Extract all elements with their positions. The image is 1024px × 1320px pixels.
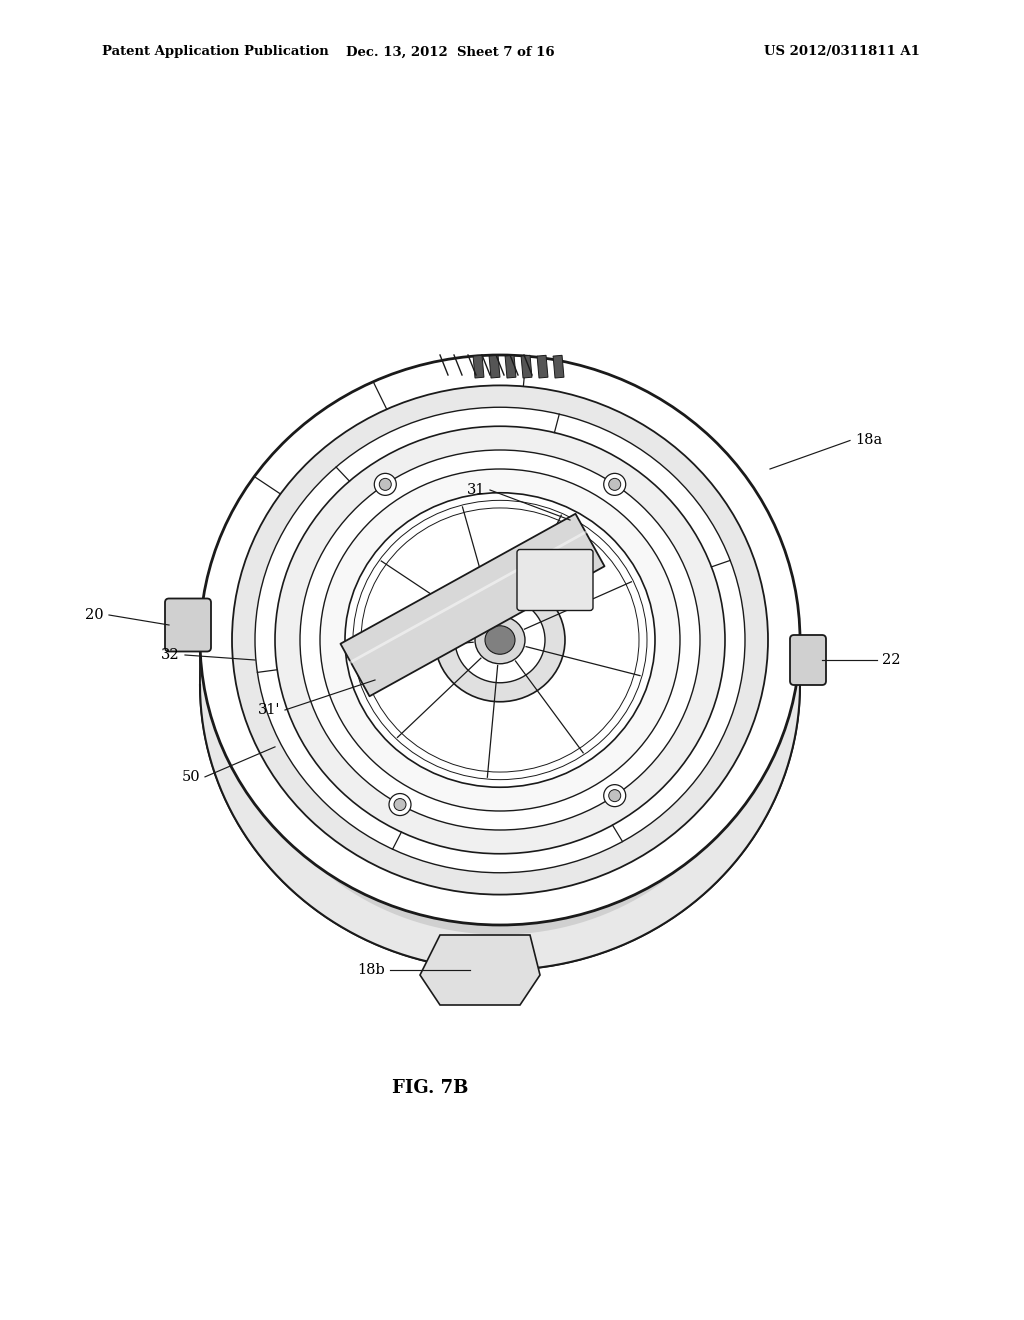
Circle shape	[608, 478, 621, 490]
Circle shape	[604, 784, 626, 807]
FancyBboxPatch shape	[517, 549, 593, 610]
Text: Patent Application Publication: Patent Application Publication	[102, 45, 329, 58]
Ellipse shape	[255, 408, 745, 873]
FancyBboxPatch shape	[790, 635, 826, 685]
Text: FIG. 7B: FIG. 7B	[392, 1078, 468, 1097]
Circle shape	[394, 799, 406, 810]
Text: 50: 50	[181, 770, 200, 784]
Ellipse shape	[200, 355, 800, 925]
Ellipse shape	[475, 616, 525, 664]
Ellipse shape	[300, 450, 700, 830]
Text: 32: 32	[162, 648, 180, 663]
Text: Dec. 13, 2012  Sheet 7 of 16: Dec. 13, 2012 Sheet 7 of 16	[346, 45, 554, 58]
Bar	[521, 355, 531, 378]
Ellipse shape	[232, 385, 768, 895]
Polygon shape	[420, 935, 540, 1005]
Text: 31: 31	[467, 483, 485, 498]
Text: 20: 20	[85, 609, 104, 622]
Text: US 2012/0311811 A1: US 2012/0311811 A1	[764, 45, 920, 58]
Bar	[553, 355, 564, 378]
Circle shape	[604, 474, 626, 495]
Circle shape	[389, 793, 411, 816]
Ellipse shape	[485, 626, 515, 655]
Polygon shape	[232, 595, 768, 935]
Polygon shape	[200, 640, 800, 970]
Text: 18b: 18b	[357, 964, 385, 977]
Ellipse shape	[200, 400, 800, 970]
Ellipse shape	[345, 492, 655, 787]
Text: 31': 31'	[257, 704, 280, 717]
Ellipse shape	[319, 469, 680, 810]
Bar	[537, 355, 548, 378]
Polygon shape	[340, 513, 604, 696]
Ellipse shape	[435, 578, 565, 702]
FancyBboxPatch shape	[165, 598, 211, 652]
Ellipse shape	[455, 597, 545, 682]
Bar	[489, 355, 500, 378]
Text: 18a: 18a	[855, 433, 883, 447]
Text: 22: 22	[882, 653, 900, 667]
Ellipse shape	[275, 426, 725, 854]
Circle shape	[379, 478, 391, 490]
Circle shape	[608, 789, 621, 801]
Bar	[505, 355, 516, 378]
Bar	[473, 355, 484, 378]
Circle shape	[375, 474, 396, 495]
